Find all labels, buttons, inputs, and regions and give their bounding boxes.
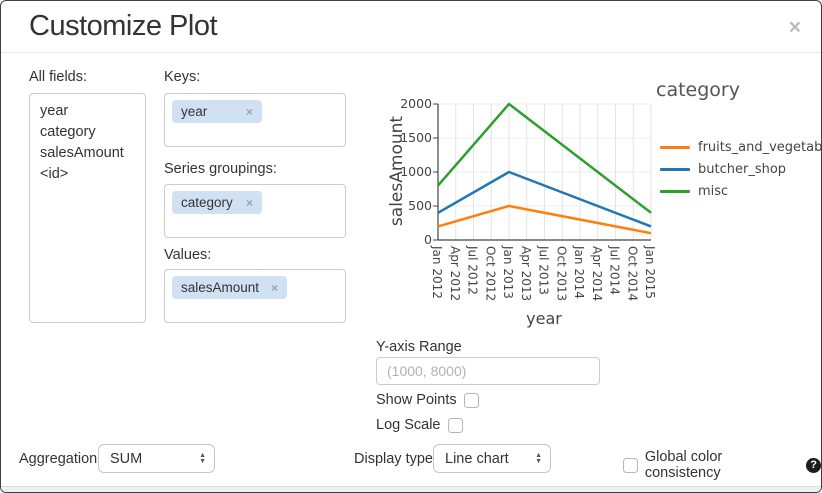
legend-entry: fruits_and_vegetables — [660, 139, 822, 155]
close-icon[interactable]: × — [788, 16, 801, 39]
global-color-row: Global color consistency ? — [623, 449, 821, 481]
field-item[interactable]: year — [40, 103, 69, 119]
x-tick-label: Apr 2014 — [589, 246, 604, 302]
global-color-checkbox[interactable] — [623, 457, 638, 473]
chip-remove-icon[interactable]: × — [271, 280, 279, 295]
legend-line-swatch — [660, 145, 690, 149]
field-chip[interactable]: category × — [172, 191, 262, 214]
aggregation-select[interactable]: SUM ▲ ▼ — [98, 444, 215, 473]
y-tick-label: 1000 — [400, 164, 432, 179]
chip-remove-icon[interactable]: × — [245, 195, 253, 210]
show-points-row: Show Points — [376, 392, 479, 408]
y-tick-label: 1500 — [400, 130, 432, 145]
y-tick-label: 0 — [424, 232, 432, 247]
chip-label: year — [181, 104, 208, 119]
modal-footer-edge — [1, 486, 821, 492]
chip-label: category — [181, 195, 233, 210]
legend-line-swatch — [660, 189, 690, 193]
chip-remove-icon[interactable]: × — [245, 104, 253, 119]
x-tick-label: Jan 2012 — [430, 246, 444, 299]
legend-line-swatch — [660, 167, 690, 171]
display-type-selected-value: Line chart — [445, 450, 509, 467]
all-fields-label: All fields: — [29, 69, 88, 85]
field-item[interactable]: category — [40, 124, 96, 140]
legend-title: category — [656, 79, 740, 101]
keys-dropzone[interactable]: year × — [164, 93, 346, 147]
log-scale-label: Log Scale — [376, 417, 441, 433]
show-points-label: Show Points — [376, 392, 457, 408]
y-axis-range-label: Y-axis Range — [376, 339, 462, 355]
field-item[interactable]: <id> — [40, 166, 69, 182]
aggregation-label: Aggregation: — [19, 451, 102, 467]
x-tick-label: Jan 2013 — [501, 246, 515, 299]
y-axis-range-input[interactable] — [376, 357, 600, 385]
field-item[interactable]: salesAmount — [40, 145, 124, 161]
legend-entry: butcher_shop — [660, 161, 821, 177]
legend-entry-label: misc — [698, 183, 729, 199]
dialog-header: Customize Plot × — [1, 1, 821, 53]
global-color-label: Global color consistency — [644, 449, 723, 481]
legend-entry-label: butcher_shop — [698, 161, 787, 177]
display-type-select[interactable]: Line chart ▲ ▼ — [433, 444, 551, 473]
series-line-misc — [437, 102, 652, 214]
x-tick-label: Jul 2014 — [607, 246, 622, 295]
values-dropzone[interactable]: salesAmount × — [164, 269, 346, 323]
x-tick-label: Jan 2014 — [572, 246, 586, 299]
keys-label: Keys: — [164, 69, 201, 85]
y-tick-label: 500 — [408, 198, 432, 213]
legend-entry-label: fruits_and_vegetables — [698, 139, 822, 155]
x-tick-label: Apr 2013 — [518, 246, 533, 302]
x-tick-label: Apr 2012 — [447, 246, 462, 302]
select-stepper-icon: ▲ ▼ — [535, 452, 542, 465]
series-groupings-dropzone[interactable]: category × — [164, 184, 346, 238]
log-scale-checkbox[interactable] — [447, 417, 463, 433]
field-chip[interactable]: salesAmount × — [172, 276, 288, 299]
x-tick-label: Oct 2014 — [625, 246, 640, 302]
series-line-butcher_shop — [437, 170, 652, 228]
aggregation-selected-value: SUM — [110, 450, 143, 467]
series-line-fruits_and_vegetables — [437, 204, 652, 235]
line-chart-plot — [433, 102, 652, 241]
field-chip[interactable]: year × — [172, 100, 262, 123]
values-label: Values: — [164, 247, 212, 263]
legend-entry: misc — [660, 183, 821, 199]
display-type-label: Display type: — [354, 451, 438, 467]
all-fields-listbox[interactable]: year category salesAmount <id> — [29, 93, 146, 323]
x-tick-label: Oct 2012 — [483, 246, 498, 302]
series-groupings-label: Series groupings: — [164, 161, 277, 177]
x-axis-title: year — [526, 309, 562, 328]
x-tick-label: Oct 2013 — [554, 246, 569, 302]
show-points-checkbox[interactable] — [463, 392, 479, 408]
chip-label: salesAmount — [181, 280, 260, 295]
help-icon: ? — [806, 457, 821, 473]
dialog-title: Customize Plot — [29, 10, 218, 42]
y-tick-label: 2000 — [400, 96, 432, 111]
log-scale-row: Log Scale — [376, 417, 463, 433]
x-tick-label: Jul 2013 — [536, 246, 551, 295]
x-tick-label: Jul 2012 — [465, 246, 480, 295]
select-stepper-icon: ▲ ▼ — [199, 452, 206, 465]
x-tick-label: Jan 2015 — [643, 246, 657, 299]
